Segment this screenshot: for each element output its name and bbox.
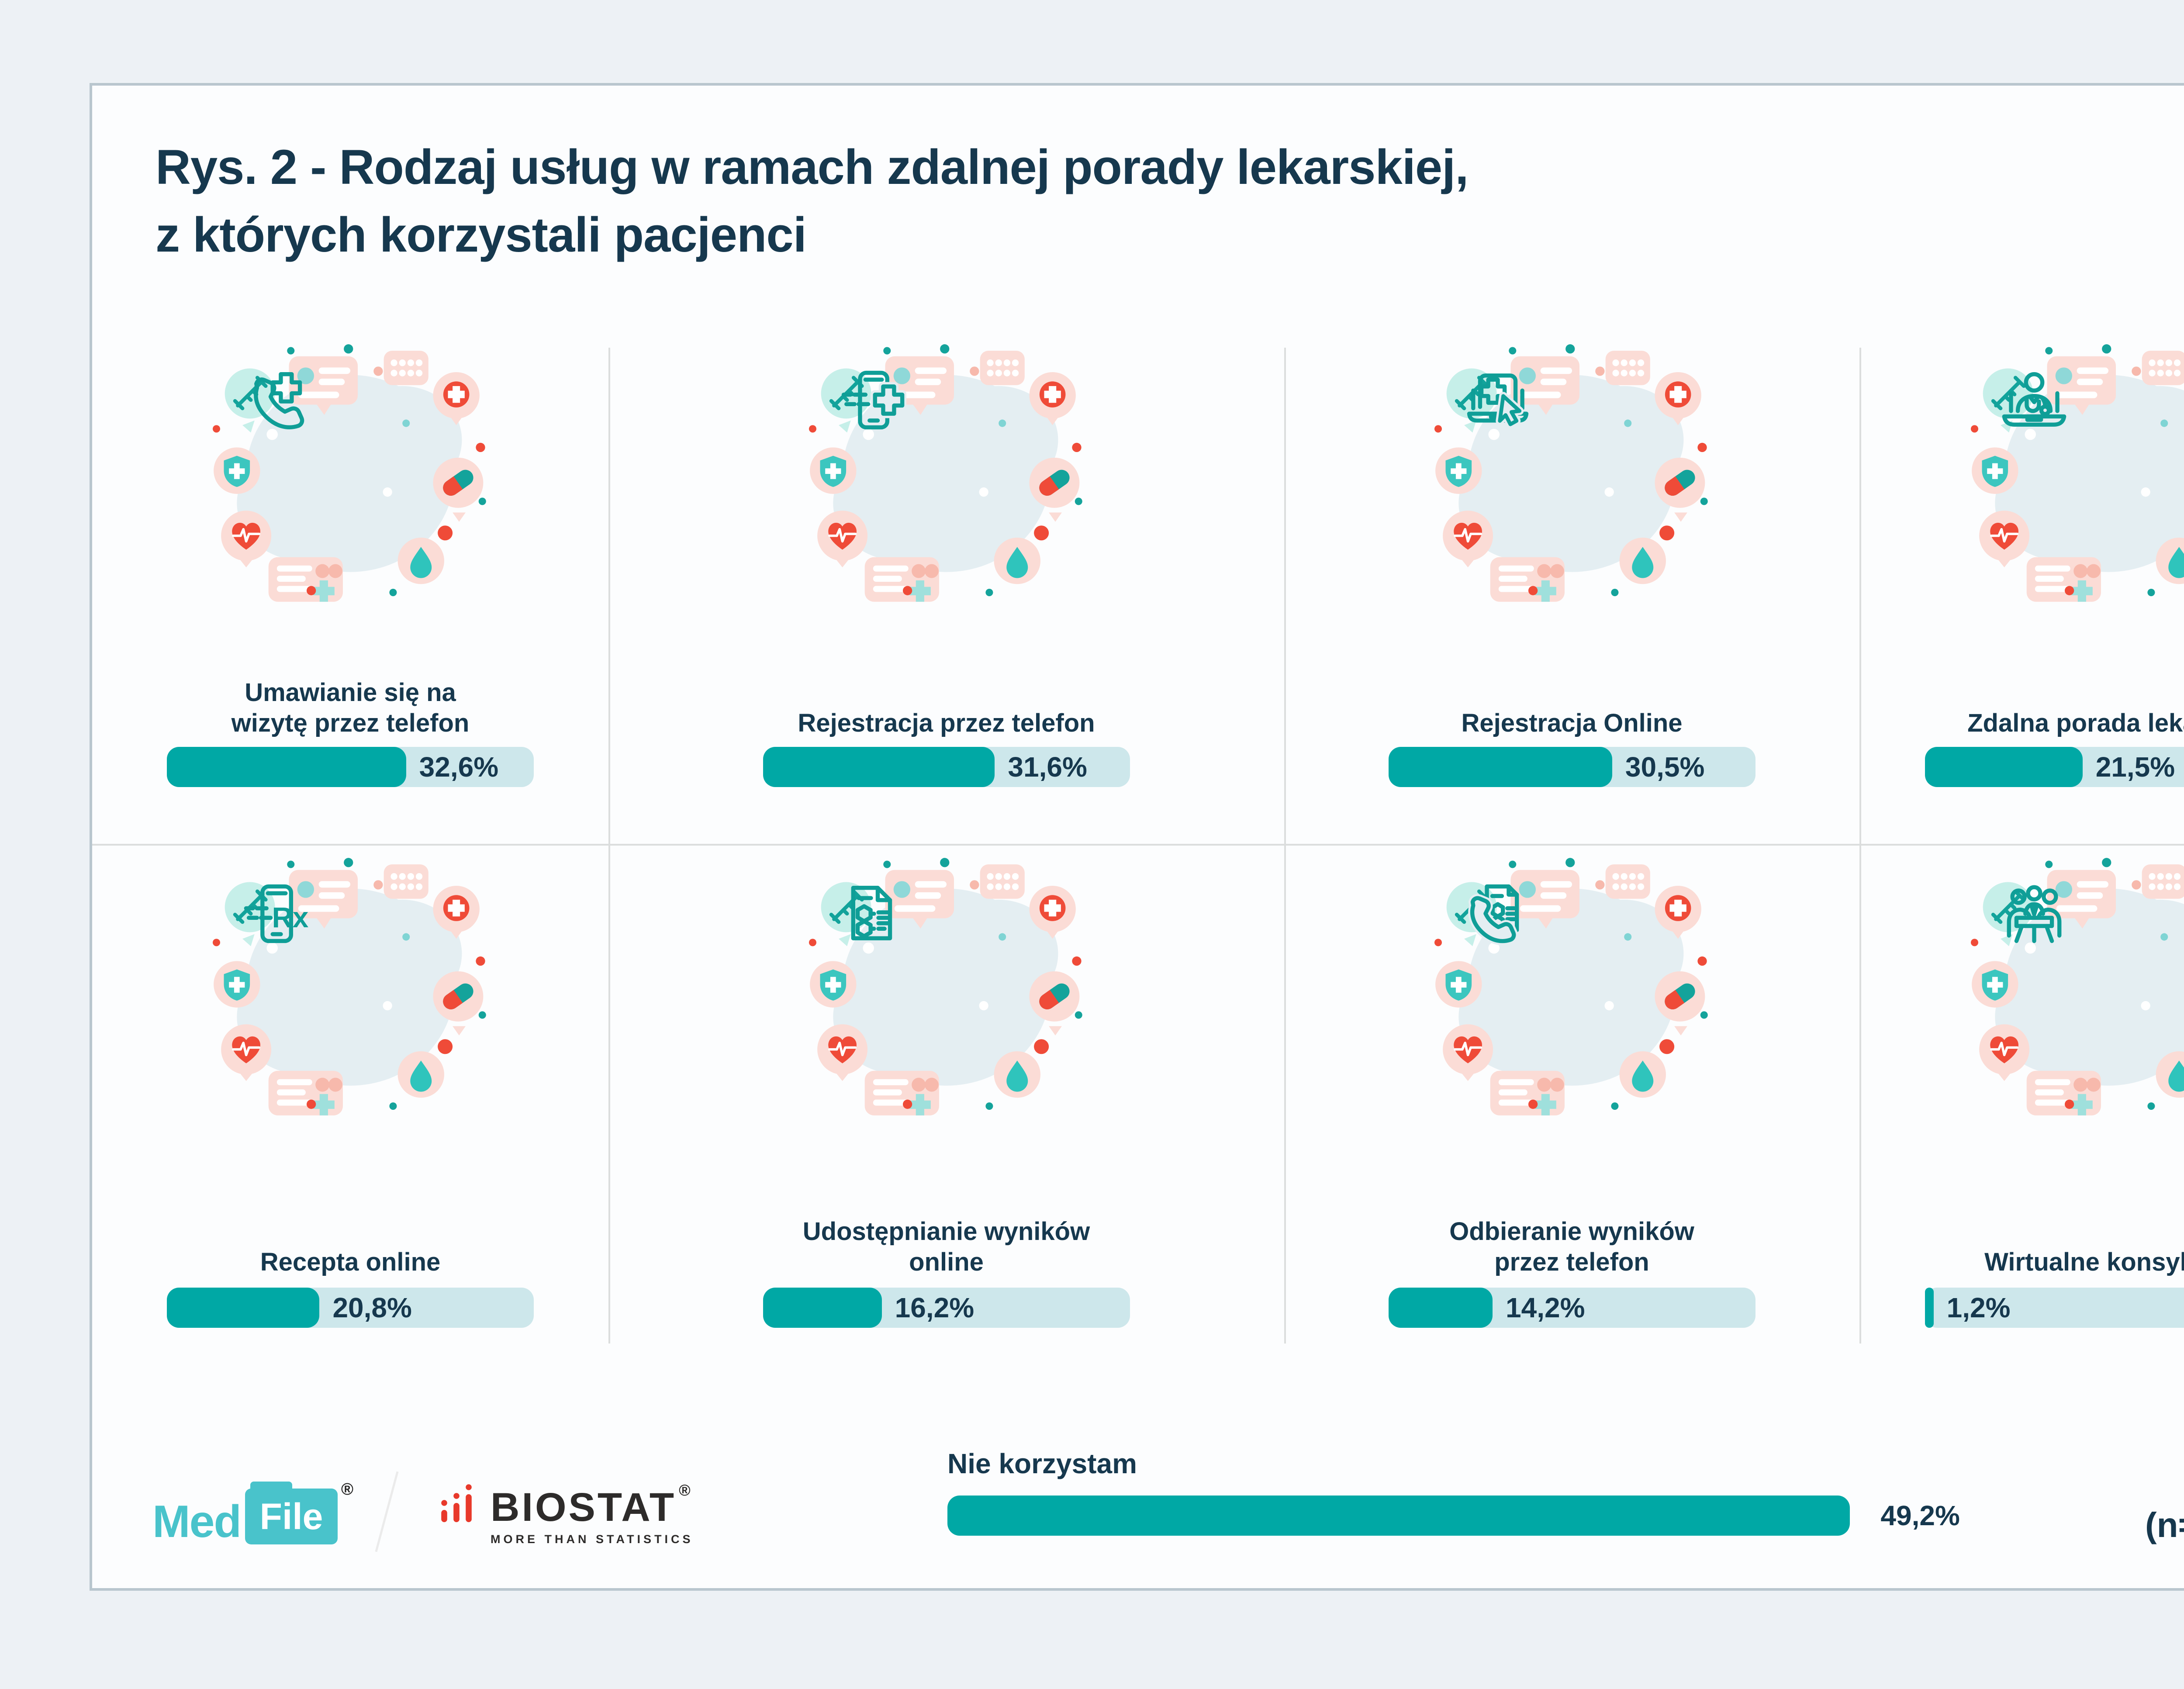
biostat-bars-icon bbox=[441, 1484, 472, 1522]
service-item: Recepta online 20,8% bbox=[92, 844, 608, 1346]
service-value-label: 20,8% bbox=[332, 1292, 412, 1323]
service-value-label: 1,2% bbox=[1946, 1292, 2011, 1323]
phone-cross-icon bbox=[211, 343, 490, 604]
service-bar-fill bbox=[167, 747, 406, 787]
biostat-name: BIOSTAT bbox=[491, 1485, 677, 1530]
service-item: Zdalna porada lekarska 21,5% bbox=[1859, 330, 2184, 844]
service-item: Rejestracja Online 30,5% bbox=[1284, 330, 1859, 844]
service-bar-fill bbox=[1925, 1288, 1934, 1328]
footer-bar: 49,2% bbox=[947, 1496, 1960, 1536]
divider-vertical-1 bbox=[608, 348, 610, 1344]
service-label: Umawianie się na wizytę przez telefon bbox=[231, 678, 470, 738]
service-bar-track: 32,6% bbox=[167, 747, 534, 787]
service-bar-track: 16,2% bbox=[763, 1288, 1130, 1328]
service-value-label: 21,5% bbox=[2095, 751, 2175, 783]
service-item: Odbieranie wyników przez telefon 14,2% bbox=[1284, 844, 1859, 1346]
service-bar-fill bbox=[167, 1288, 320, 1328]
divider-vertical-3 bbox=[1859, 348, 1861, 1344]
service-bar-fill bbox=[1925, 747, 2083, 787]
service-value-label: 16,2% bbox=[895, 1292, 975, 1323]
medfile-file-text: File bbox=[259, 1496, 323, 1537]
medfile-folder-icon: File bbox=[245, 1482, 338, 1544]
service-item: Rejestracja przez telefon 31,6% bbox=[608, 330, 1284, 844]
divider-horizontal bbox=[92, 844, 2184, 846]
service-bar-fill bbox=[763, 1288, 882, 1328]
logo-separator bbox=[375, 1471, 399, 1552]
service-value-label: 30,5% bbox=[1625, 751, 1705, 783]
service-bar-fill bbox=[1388, 1288, 1493, 1328]
phone-rx-icon bbox=[211, 857, 490, 1117]
footer-value-label: 49,2% bbox=[1880, 1500, 1960, 1531]
footer-bar-fill bbox=[947, 1496, 1850, 1536]
sample-size-note: (n=1001) bbox=[2145, 1506, 2184, 1544]
service-bar-track: 31,6% bbox=[763, 747, 1130, 787]
people-table-icon bbox=[1969, 857, 2184, 1117]
figure-title: Rys. 2 - Rodzaj usług w ramach zdalnej p… bbox=[156, 140, 1469, 262]
service-label: Udostępnianie wyników online bbox=[802, 1217, 1090, 1277]
service-value-label: 14,2% bbox=[1506, 1292, 1585, 1323]
service-item: Udostępnianie wyników online 16,2% bbox=[608, 844, 1284, 1346]
service-bar-fill bbox=[763, 747, 995, 787]
service-label: Recepta online bbox=[260, 1248, 441, 1277]
medfile-logo: Med File ® bbox=[152, 1479, 353, 1544]
service-item: Umawianie się na wizytę przez telefon 32… bbox=[92, 330, 608, 844]
laptop-doctor-icon bbox=[1969, 343, 2184, 604]
biostat-registered-mark: ® bbox=[679, 1481, 691, 1499]
medfile-registered-mark: ® bbox=[341, 1480, 353, 1499]
service-bar-track: 20,8% bbox=[167, 1288, 534, 1328]
medfile-med-text: Med bbox=[152, 1496, 242, 1547]
service-bar-track: 14,2% bbox=[1388, 1288, 1755, 1328]
service-bar-track: 1,2% bbox=[1925, 1288, 2184, 1328]
infographic-card: Rys. 2 - Rodzaj usług w ramach zdalnej p… bbox=[90, 83, 2184, 1591]
service-item: Wirtualne konsylium 1,2% bbox=[1859, 844, 2184, 1346]
service-value-label: 31,6% bbox=[1008, 751, 1087, 783]
laptop-registration-icon bbox=[1432, 343, 1712, 604]
service-label: Rejestracja przez telefon bbox=[798, 709, 1095, 738]
phone-doc-icon bbox=[1432, 857, 1712, 1117]
footer-label: Nie korzystam bbox=[947, 1448, 1137, 1479]
service-bar-track: 21,5% bbox=[1925, 747, 2184, 787]
doc-results-icon bbox=[807, 857, 1086, 1117]
service-value-label: 32,6% bbox=[419, 751, 499, 783]
service-label: Wirtualne konsylium bbox=[1984, 1248, 2184, 1277]
service-bar-track: 30,5% bbox=[1388, 747, 1755, 787]
biostat-logo: BIOSTAT ® MORE THAN STATISTICS bbox=[437, 1481, 694, 1546]
service-label: Zdalna porada lekarska bbox=[1967, 709, 2184, 738]
service-bar-fill bbox=[1388, 747, 1612, 787]
biostat-tagline: MORE THAN STATISTICS bbox=[491, 1533, 694, 1546]
phone-registration-icon bbox=[807, 343, 1086, 604]
service-label: Odbieranie wyników przez telefon bbox=[1449, 1217, 1694, 1277]
service-label: Rejestracja Online bbox=[1461, 709, 1683, 738]
divider-vertical-2 bbox=[1284, 348, 1286, 1344]
